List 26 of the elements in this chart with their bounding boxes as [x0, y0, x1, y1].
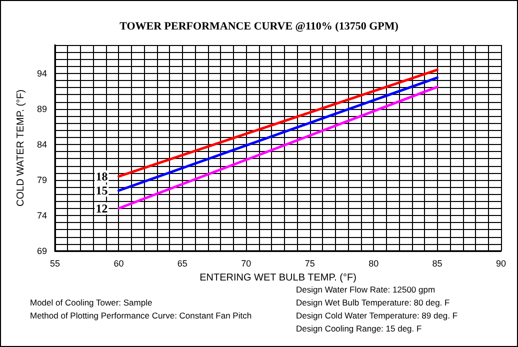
y-tick-label: 84	[36, 139, 47, 150]
x-tick-label: 65	[177, 258, 188, 268]
x-tick-label: 55	[50, 258, 60, 268]
y-tick-label: 94	[36, 68, 47, 78]
series-label: 12	[96, 201, 108, 216]
y-tick-label: 69	[36, 246, 47, 256]
text: Design Wet Bulb Temperature: 80 deg. F	[296, 298, 450, 308]
x-tick-label: 75	[304, 258, 315, 268]
text: Design Cold Water Temperature: 89 deg. F	[296, 310, 458, 320]
x-axis-title: ENTERING WET BULB TEMP. (°F)	[200, 272, 356, 284]
series-label: 15	[96, 184, 108, 198]
series-label: 18	[96, 169, 108, 184]
x-tick-label: 70	[241, 258, 252, 268]
y-tick-label: 74	[36, 210, 47, 220]
text: Design Water Flow Rate: 12500 gpm	[296, 284, 436, 294]
y-tick-label: 89	[36, 104, 47, 114]
text: Design Cooling Range: 15 deg. F	[296, 324, 422, 334]
text: Model of Cooling Tower: Sample	[30, 298, 152, 308]
x-tick-label: 85	[432, 258, 442, 268]
y-tick-label: 79	[36, 174, 47, 185]
chart-title: TOWER PERFORMANCE CURVE @110% (13750 GPM)	[120, 20, 399, 32]
y-axis-title: COLD WATER TEMP. (°F)	[16, 90, 27, 206]
x-tick-label: 80	[368, 258, 379, 268]
text: Method of Plotting Performance Curve: Constant Fan Pitch	[30, 310, 252, 320]
x-tick-label: 90	[496, 258, 506, 268]
x-tick-label: 60	[114, 258, 124, 268]
